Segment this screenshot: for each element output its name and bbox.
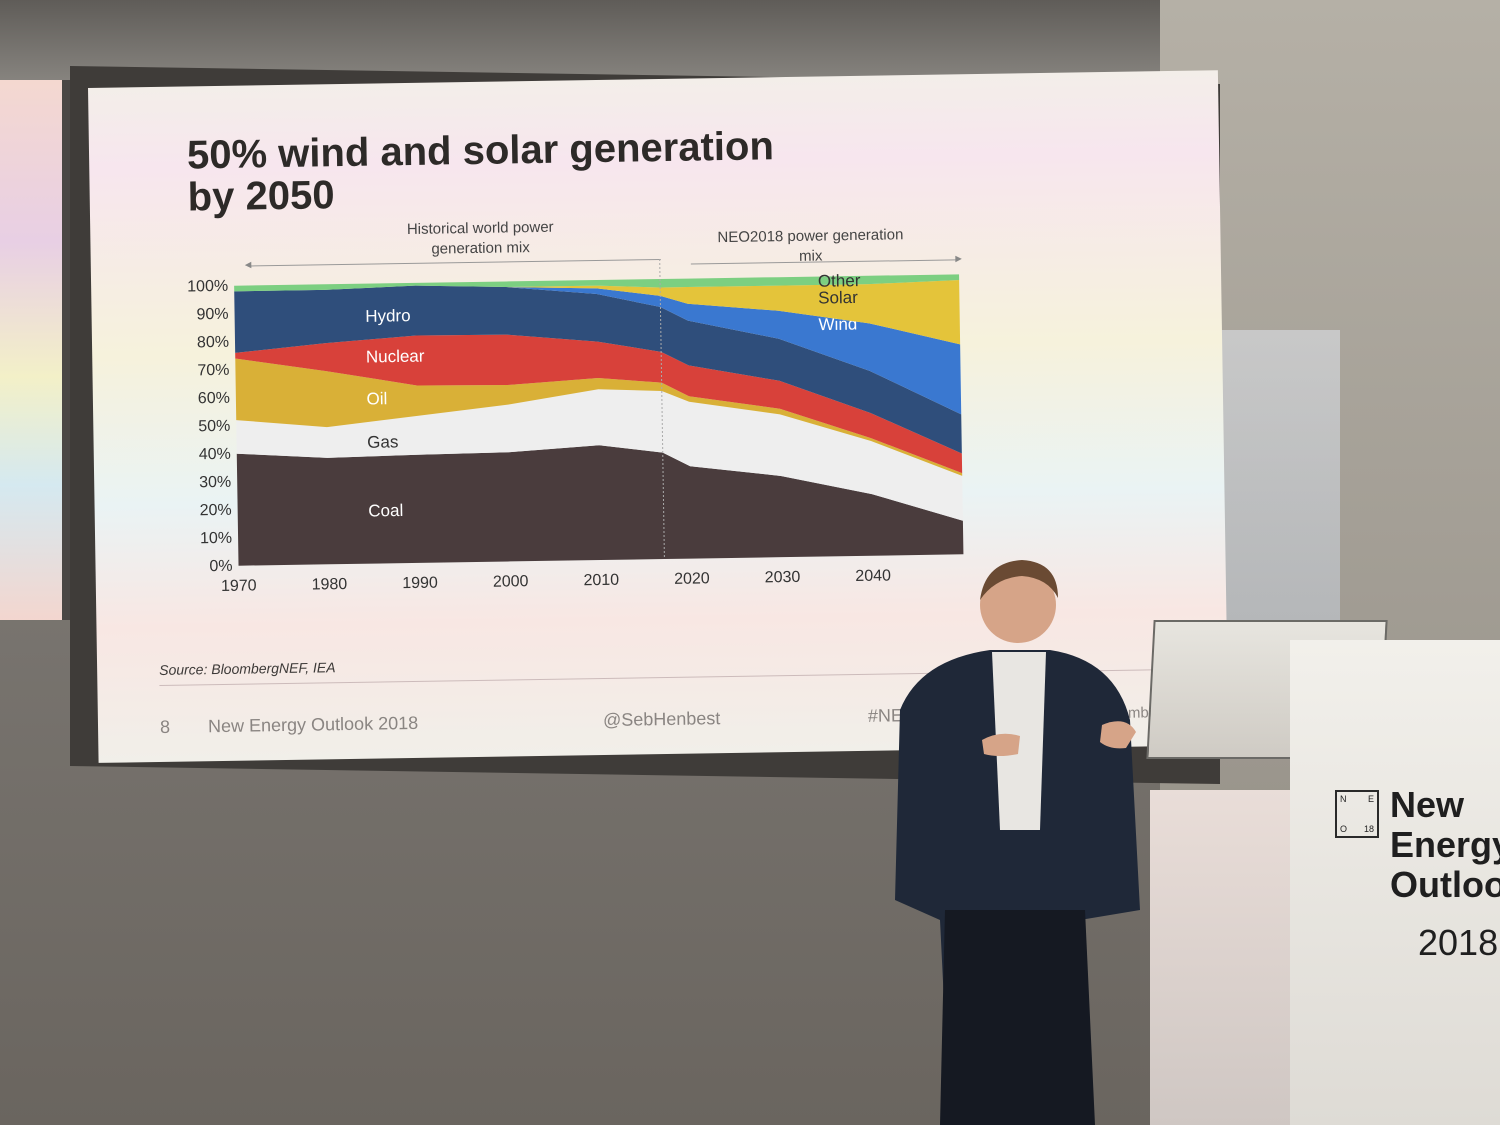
y-tick-label: 0% [209,558,232,575]
area-nuclear [235,334,963,474]
speaker-hand [982,733,1020,756]
neo-logo: N E O 18 [1335,790,1379,838]
y-tick-label: 40% [199,446,231,464]
source-note: Source: BloombergNEF, IEA [159,659,336,678]
series-label-hydro: Hydro [365,306,411,326]
speaker-trousers [940,910,1095,1125]
x-tick-label: 1980 [312,576,348,594]
y-tick-label: 20% [199,502,231,520]
page-number: 8 [159,716,171,737]
podium-sign: N E O 18 New Energy Outlook 2018 [1290,640,1500,1125]
neo-logo-letter: 18 [1363,824,1374,834]
series-label-nuclear: Nuclear [366,347,425,367]
area-wind [234,285,962,415]
speaker-hair [980,560,1058,600]
series-label-oil: Oil [366,389,387,408]
podium: N E O 18 New Energy Outlook 2018 [1146,620,1500,1125]
area-hydro [234,285,962,454]
area-oil [235,358,963,476]
area-coal [236,445,964,566]
area-other [234,274,960,292]
neo-logo-letter: E [1367,794,1374,804]
area-solar [234,279,961,345]
y-tick-label: 30% [199,474,231,492]
twitter-handle: @SebHenbest [602,708,721,730]
x-tick-label: 2020 [674,570,710,588]
y-tick-label: 80% [197,334,229,352]
series-label-coal: Coal [368,501,403,521]
y-tick-label: 10% [200,530,232,548]
podium-body [1150,790,1300,1125]
x-tick-label: 2030 [765,569,801,587]
neo-logo-letter: N [1340,794,1347,804]
left-projection-screen [0,80,70,620]
forecast-divider [658,254,665,560]
series-label-other: Other [818,271,861,291]
x-tick-label: 1970 [221,577,257,595]
podium-brand-text: New Energy Outlook [1390,785,1500,905]
x-tick-label: 1990 [402,575,438,593]
footer-title: New Energy Outlook 2018 [207,712,419,737]
speaker [895,560,1140,1125]
x-tick-label: 2010 [583,572,619,590]
y-tick-label: 70% [197,362,229,380]
y-tick-label: 100% [187,278,228,296]
series-label-solar: Solar [818,288,858,308]
speaker-head [980,567,1056,643]
neo-logo-letter: O [1340,824,1348,834]
presentation-screen: 50% wind and solar generation by 2050 Hi… [88,70,1229,763]
podium-brand-year: 2018 [1418,922,1499,963]
x-tick-label: 2040 [855,567,891,585]
speaker-hand-right [1100,721,1136,749]
series-label-gas: Gas [367,432,398,451]
slide-title: 50% wind and solar generation by 2050 [186,124,775,220]
area-gas [236,389,963,521]
historical-header: Historical world power generation mix [406,218,554,258]
y-tick-label: 50% [198,418,230,436]
y-tick-label: 90% [196,306,228,324]
x-tick-label: 2000 [493,573,529,591]
y-tick-label: 60% [198,390,230,408]
